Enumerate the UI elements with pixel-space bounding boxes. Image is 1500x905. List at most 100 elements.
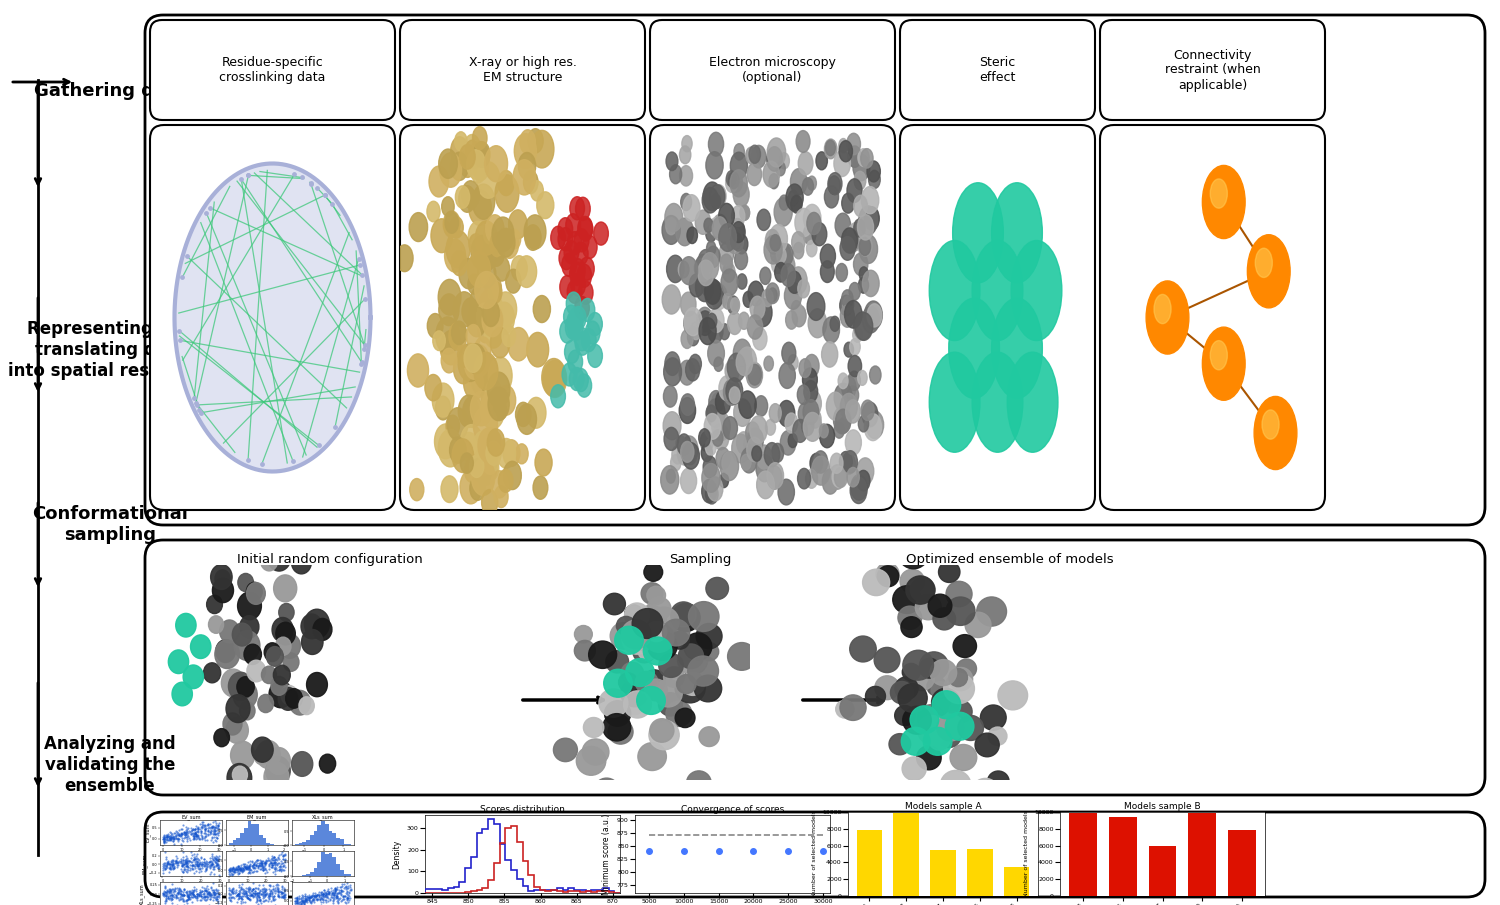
Point — [204, 892, 228, 905]
Point — [174, 863, 198, 878]
Point — [192, 892, 216, 905]
Point — [201, 887, 225, 901]
Point — [327, 892, 351, 905]
Point — [198, 885, 222, 900]
Point — [237, 859, 261, 873]
Point — [201, 831, 225, 845]
Point — [321, 890, 345, 904]
Circle shape — [789, 190, 798, 206]
Point — [207, 851, 231, 865]
Circle shape — [663, 619, 690, 646]
Circle shape — [903, 650, 933, 681]
Point — [246, 888, 270, 902]
Point — [252, 894, 276, 905]
Circle shape — [890, 734, 910, 755]
Bar — [340, 839, 344, 845]
Point — [222, 864, 246, 879]
Point — [244, 887, 268, 901]
Point — [270, 890, 294, 904]
Point — [158, 861, 182, 875]
Circle shape — [730, 170, 747, 196]
Circle shape — [750, 296, 765, 319]
Point — [256, 890, 280, 904]
Point — [204, 856, 228, 871]
Point — [224, 862, 248, 877]
Point — [308, 893, 332, 905]
Circle shape — [748, 365, 762, 386]
Point — [170, 888, 194, 902]
Point — [240, 862, 264, 877]
Point — [251, 857, 274, 872]
Circle shape — [730, 233, 741, 250]
Point — [206, 889, 230, 903]
Point — [231, 886, 255, 900]
Circle shape — [226, 695, 251, 722]
Point — [182, 889, 206, 903]
Point — [196, 855, 220, 870]
Point — [312, 188, 336, 203]
Point — [249, 856, 273, 871]
Point — [204, 826, 228, 841]
Point — [153, 829, 177, 843]
Point — [172, 882, 196, 897]
Point — [315, 894, 339, 905]
Circle shape — [468, 252, 490, 287]
Point — [262, 853, 286, 868]
Point — [172, 856, 196, 871]
Point — [272, 859, 296, 873]
Point — [176, 853, 200, 867]
Point — [296, 891, 320, 905]
Point — [272, 888, 296, 902]
Point — [217, 892, 242, 905]
Point — [198, 886, 222, 900]
Point — [270, 881, 294, 896]
Circle shape — [483, 300, 500, 327]
Point — [174, 855, 198, 870]
Point — [306, 884, 330, 899]
Point — [338, 893, 362, 905]
Point — [321, 197, 345, 212]
Circle shape — [444, 239, 465, 272]
Point — [273, 888, 297, 902]
Circle shape — [756, 454, 772, 481]
Circle shape — [474, 352, 498, 390]
Point — [255, 893, 279, 905]
Circle shape — [462, 396, 483, 427]
Point — [308, 891, 332, 905]
Point — [273, 890, 297, 904]
Point — [183, 889, 207, 903]
Point — [164, 854, 188, 869]
Point — [168, 882, 192, 897]
Point — [300, 889, 324, 903]
Point — [194, 893, 217, 905]
Circle shape — [699, 250, 712, 273]
Circle shape — [700, 444, 712, 462]
Circle shape — [822, 342, 839, 367]
Point — [251, 457, 274, 472]
Point — [315, 894, 339, 905]
Circle shape — [670, 602, 696, 627]
Point — [268, 859, 292, 873]
Circle shape — [876, 563, 898, 586]
Circle shape — [744, 435, 754, 452]
Circle shape — [932, 689, 960, 716]
Circle shape — [732, 222, 746, 243]
Point — [285, 891, 309, 905]
Point — [262, 860, 286, 874]
Circle shape — [798, 403, 813, 425]
Point — [194, 883, 217, 898]
Point — [302, 892, 326, 905]
Circle shape — [902, 757, 926, 780]
Bar — [303, 875, 306, 876]
Circle shape — [1210, 179, 1227, 208]
Point — [258, 889, 282, 903]
Circle shape — [503, 440, 520, 466]
Circle shape — [840, 305, 855, 328]
Circle shape — [438, 429, 462, 467]
Circle shape — [933, 608, 956, 630]
Point — [252, 884, 276, 899]
Point — [237, 861, 261, 875]
Point — [207, 861, 231, 875]
Point — [172, 887, 196, 901]
Point — [170, 822, 194, 836]
